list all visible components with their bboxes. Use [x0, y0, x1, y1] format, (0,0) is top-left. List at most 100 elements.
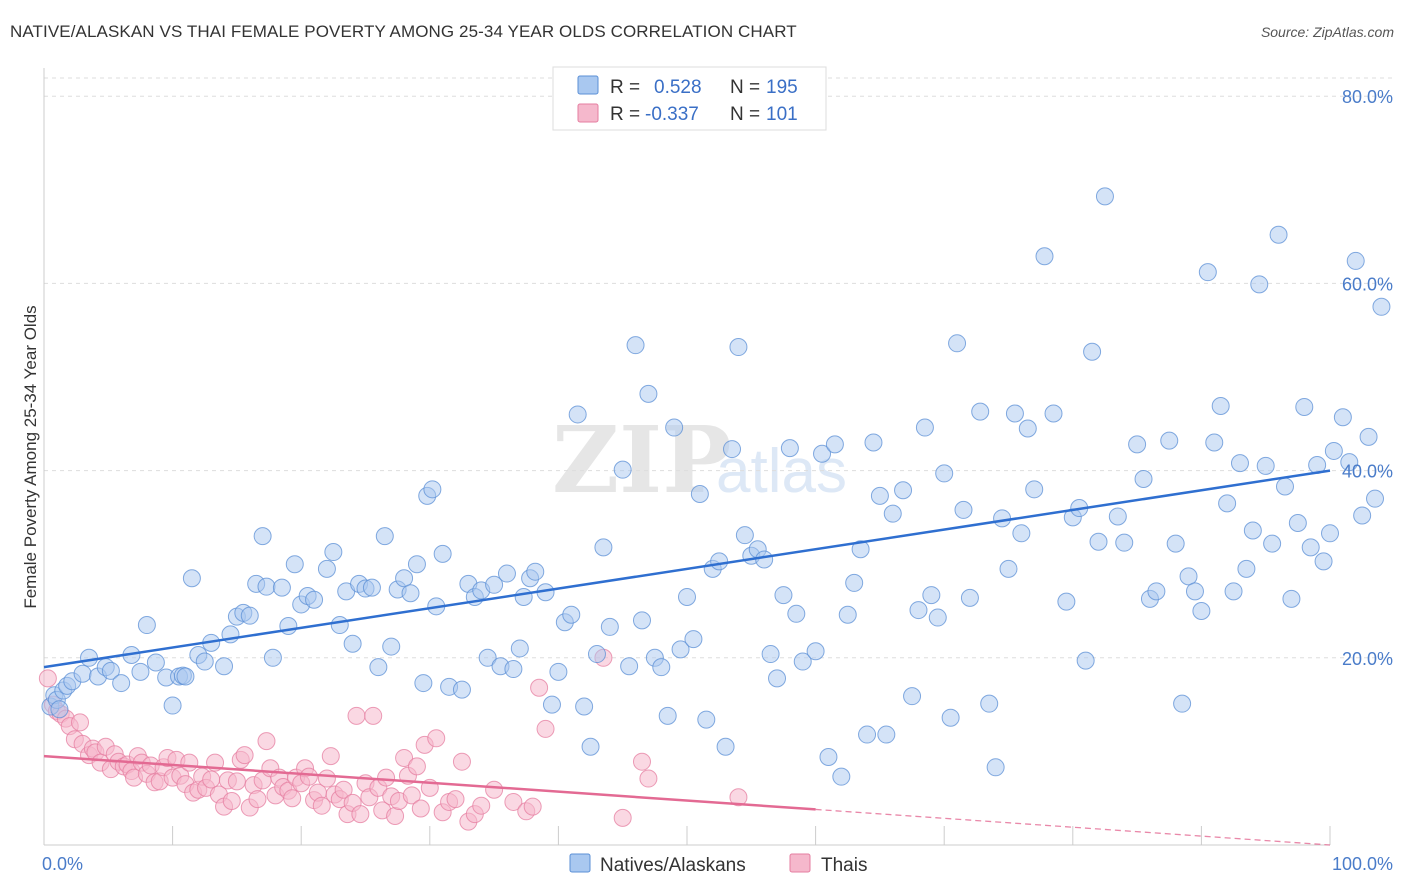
- natives-point: [761, 645, 780, 664]
- natives-point: [832, 767, 851, 786]
- natives-point: [423, 480, 442, 499]
- thais-point: [639, 769, 658, 788]
- y-tick-label: 80.0%: [1342, 87, 1393, 107]
- thais-point: [504, 792, 523, 811]
- natives-point: [780, 439, 799, 458]
- natives-point: [1218, 494, 1237, 513]
- natives-point: [407, 555, 426, 574]
- natives-point: [813, 444, 832, 463]
- natives-point: [935, 464, 954, 483]
- natives-point: [112, 674, 131, 693]
- natives-point: [330, 616, 349, 635]
- thais-point: [334, 780, 353, 799]
- thais-point: [248, 790, 267, 809]
- natives-point: [195, 652, 214, 671]
- thais-point: [317, 769, 336, 788]
- thais-series: [38, 648, 748, 831]
- natives-point: [1173, 694, 1192, 713]
- natives-point: [1224, 582, 1243, 601]
- bottom-legend-label-thais: Thais: [821, 855, 867, 876]
- natives-point: [1005, 404, 1024, 423]
- thais-point: [71, 713, 90, 732]
- y-tick-label: 40.0%: [1342, 462, 1393, 482]
- thais-point: [321, 747, 340, 766]
- natives-point: [1095, 187, 1114, 206]
- thais-point: [364, 706, 383, 725]
- thais-point: [632, 752, 651, 771]
- natives-point: [414, 674, 433, 693]
- natives-point: [549, 662, 568, 681]
- natives-point: [1353, 506, 1372, 525]
- natives-point: [1018, 419, 1037, 438]
- natives-point: [215, 657, 234, 676]
- natives-point: [960, 588, 979, 607]
- natives-point: [594, 538, 613, 557]
- legend-r-value: 0.528: [654, 77, 702, 98]
- thais-point: [312, 796, 331, 815]
- natives-point: [568, 405, 587, 424]
- thais-point: [227, 772, 246, 791]
- natives-point: [851, 540, 870, 559]
- natives-point: [971, 402, 990, 421]
- thais-point: [729, 788, 748, 807]
- natives-point: [497, 564, 516, 583]
- legend-n-label: N =: [730, 104, 760, 125]
- natives-point: [452, 680, 471, 699]
- source-credit: Source: ZipAtlas.com: [1260, 24, 1394, 40]
- natives-point: [870, 486, 889, 505]
- natives-point: [993, 509, 1012, 528]
- natives-point: [600, 617, 619, 636]
- natives-point: [1205, 433, 1224, 452]
- thais-point: [411, 799, 430, 818]
- natives-point: [285, 555, 304, 574]
- natives-point: [575, 697, 594, 716]
- natives-point: [1076, 651, 1095, 670]
- natives-point: [272, 578, 291, 597]
- legend-r-label: R =: [610, 104, 640, 125]
- thais-point: [472, 796, 491, 815]
- thais-point: [347, 706, 366, 725]
- natives-point: [845, 573, 864, 592]
- natives-point: [395, 569, 414, 588]
- natives-trend-line: [43, 469, 1331, 669]
- y-tick-labels: 20.0% 40.0% 60.0% 80.0%: [1342, 87, 1393, 669]
- thais-point: [386, 806, 405, 825]
- bottom-legend-swatch-thais: [789, 853, 811, 873]
- natives-point: [665, 418, 684, 437]
- natives-point: [941, 708, 960, 727]
- natives-point: [652, 658, 671, 677]
- natives-point: [793, 652, 812, 671]
- natives-point: [729, 338, 748, 357]
- natives-point: [678, 587, 696, 606]
- natives-point: [1301, 538, 1320, 557]
- natives-point: [1324, 441, 1343, 460]
- natives-point: [838, 605, 857, 624]
- natives-point: [433, 544, 452, 563]
- thais-point: [38, 669, 57, 688]
- thais-point: [257, 732, 276, 751]
- natives-point: [928, 608, 947, 627]
- natives-point: [101, 661, 120, 680]
- natives-point: [131, 662, 150, 681]
- legend-n-label: N =: [730, 77, 760, 98]
- natives-point: [1083, 342, 1102, 361]
- natives-point: [526, 562, 545, 581]
- natives-point: [894, 481, 913, 500]
- natives-point: [1237, 559, 1256, 578]
- natives-point: [1275, 477, 1294, 496]
- thais-point: [536, 719, 555, 738]
- thais-point: [446, 790, 465, 809]
- thais-trend-line: [43, 754, 816, 811]
- natives-point: [176, 667, 195, 686]
- natives-point: [768, 669, 787, 688]
- thais-point: [402, 786, 421, 805]
- natives-point: [626, 336, 645, 355]
- natives-point: [1160, 431, 1179, 450]
- natives-point: [1185, 582, 1204, 601]
- natives-point: [632, 611, 651, 630]
- natives-point: [1314, 552, 1333, 571]
- natives-point: [504, 660, 523, 679]
- natives-point: [587, 645, 606, 664]
- natives-point: [263, 648, 282, 667]
